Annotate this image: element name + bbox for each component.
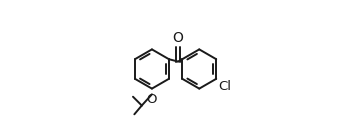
- Text: O: O: [173, 31, 184, 45]
- Text: Cl: Cl: [219, 80, 232, 93]
- Text: O: O: [147, 93, 157, 106]
